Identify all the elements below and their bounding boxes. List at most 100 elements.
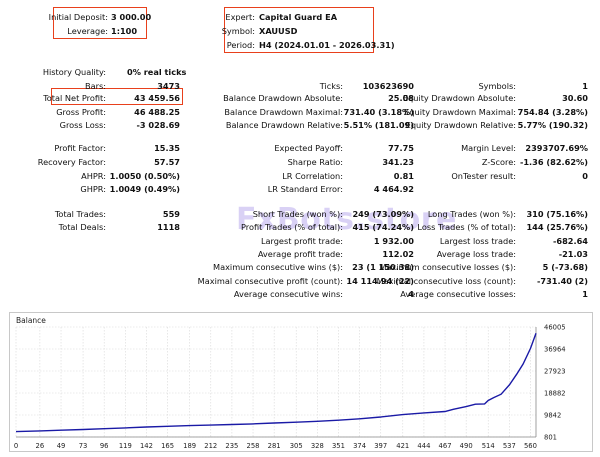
x-tick-label: 281 [268, 442, 281, 450]
recovery-factor-label: Recovery Factor: [37, 157, 106, 167]
y-tick-label: 801 [544, 434, 557, 442]
x-tick-label: 142 [140, 442, 153, 450]
y-tick-label: 27923 [544, 368, 566, 376]
balance-dd-abs-label: Balance Drawdown Absolute: [223, 93, 343, 103]
total-trades-value: 559 [162, 209, 180, 219]
ghpr-label: GHPR: [80, 184, 106, 194]
symbols-label: Symbols: [478, 81, 516, 91]
lr-std-label: LR Standard Error: [267, 184, 343, 194]
expert-value: Capital Guard EA [259, 12, 338, 22]
max-cons-wins-label: Maximum consecutive wins ($): [213, 262, 343, 272]
x-tick-label: 421 [396, 442, 409, 450]
maximal-cons-loss-value: -731.40 (2) [536, 276, 588, 286]
initial-deposit-label: Initial Deposit: [48, 12, 108, 22]
period-value: H4 (2024.01.01 - 2026.03.31) [259, 40, 395, 50]
equity-dd-rel-value: 5.77% (190.32) [517, 120, 588, 130]
expert-label: Expert: [225, 12, 255, 22]
lr-corr-label: LR Correlation: [282, 171, 343, 181]
gross-loss-value: -3 028.69 [136, 120, 180, 130]
largest-profit-value: 1 932.00 [373, 236, 414, 246]
avg-cons-losses-value: 1 [582, 289, 588, 299]
x-tick-label: 258 [247, 442, 260, 450]
maximal-cons-profit-value: 14 114.94 (22) [346, 276, 414, 286]
max-cons-losses-label: Maximum consecutive losses ($): [379, 262, 516, 272]
sharpe-value: 341.23 [382, 157, 414, 167]
margin-level-label: Margin Level: [461, 143, 516, 153]
balance-dd-rel-value: 5.51% (181.09) [343, 120, 414, 130]
short-trades-label: Short Trades (won %): [252, 209, 343, 219]
symbol-value: XAUUSD [259, 26, 298, 36]
avg-loss-value: -21.03 [558, 249, 588, 259]
balance-line [15, 332, 537, 433]
balance-dd-abs-value: 25.08 [388, 93, 414, 103]
ahpr-label: AHPR: [81, 171, 106, 181]
loss-trades-label: Loss Trades (% of total): [417, 222, 516, 232]
balance-dd-rel-label: Balance Drawdown Relative: [225, 120, 343, 130]
x-tick-label: 514 [482, 442, 495, 450]
expert-box [224, 7, 374, 53]
ticks-value: 103623690 [362, 81, 414, 91]
x-tick-label: 305 [290, 442, 303, 450]
sharpe-label: Sharpe Ratio: [287, 157, 343, 167]
long-trades-label: Long Trades (won %): [427, 209, 516, 219]
lr-corr-value: 0.81 [393, 171, 414, 181]
x-tick-label: 490 [460, 442, 473, 450]
avg-profit-label: Average profit trade: [257, 249, 343, 259]
history-quality-label: History Quality: [42, 67, 106, 77]
max-cons-wins-value: 23 (1 150.38) [352, 262, 414, 272]
period-label: Period: [226, 40, 255, 50]
x-tick-label: 397 [374, 442, 387, 450]
balance-dd-max-value: 731.40 (3.18%) [343, 107, 414, 117]
gross-profit-value: 46 488.25 [134, 107, 180, 117]
avg-profit-value: 112.02 [382, 249, 414, 259]
bars-value: 3473 [157, 81, 180, 91]
y-tick-label: 18882 [544, 390, 566, 398]
maximal-cons-profit-label: Maximal consecutive profit (count): [197, 276, 343, 286]
x-tick-label: 235 [225, 442, 238, 450]
balance-dd-max-label: Balance Drawdown Maximal: [224, 107, 343, 117]
gross-profit-label: Gross Profit: [56, 107, 106, 117]
symbols-value: 1 [582, 81, 588, 91]
ticks-label: Ticks: [319, 81, 343, 91]
x-tick-label: 0 [14, 442, 18, 450]
equity-dd-max-label: Equity Drawdown Maximal: [404, 107, 516, 117]
zscore-label: Z-Score: [481, 157, 516, 167]
ghpr-value: 1.0049 (0.49%) [109, 184, 180, 194]
gross-loss-label: Gross Loss: [59, 120, 106, 130]
recovery-factor-value: 57.57 [154, 157, 180, 167]
leverage-value: 1:100 [111, 26, 138, 36]
balance-chart: Balance 0 26 49 73 96 119 142 165 189 212 235 258 281… [9, 312, 593, 452]
avg-cons-wins-value: 4 [408, 289, 414, 299]
bars-label: Bars: [84, 81, 106, 91]
max-cons-losses-value: 5 (-73.68) [542, 262, 588, 272]
total-deals-value: 1118 [157, 222, 180, 232]
profit-trades-label: Profit Trades (% of total): [241, 222, 343, 232]
equity-dd-abs-value: 30.60 [562, 93, 588, 103]
equity-dd-abs-label: Equity Drawdown Absolute: [402, 93, 516, 103]
x-tick-label: 351 [332, 442, 345, 450]
maximal-cons-loss-label: Maximal consecutive loss (count): [376, 276, 516, 286]
avg-cons-wins-label: Average consecutive wins: [233, 289, 343, 299]
long-trades-value: 310 (75.16%) [526, 209, 588, 219]
net-profit-box [51, 88, 183, 105]
balance-chart-svg: Balance 0 26 49 73 96 119 142 165 189 212 235 258 281… [14, 316, 566, 450]
x-tick-label: 328 [311, 442, 324, 450]
x-tick-label: 212 [204, 442, 217, 450]
total-trades-label: Total Trades: [54, 209, 106, 219]
x-tick-label: 189 [183, 442, 196, 450]
history-quality-value: 0% real ticks [127, 67, 187, 77]
x-tick-label: 374 [353, 442, 366, 450]
x-tick-label: 49 [57, 442, 66, 450]
x-tick-label: 96 [100, 442, 109, 450]
equity-dd-rel-label: Equity Drawdown Relative: [405, 120, 516, 130]
y-tick-label: 46005 [544, 324, 566, 332]
x-tick-label: 165 [161, 442, 174, 450]
profit-factor-value: 15.35 [154, 143, 180, 153]
expected-payoff-value: 77.75 [388, 143, 414, 153]
total-net-profit-label: Total Net Profit: [43, 93, 106, 103]
zscore-value: -1.36 (82.62%) [519, 157, 588, 167]
margin-level-value: 2393707.69% [525, 143, 588, 153]
initial-deposit-value: 3 000.00 [111, 12, 152, 22]
ontester-label: OnTester result: [451, 171, 516, 181]
ahpr-value: 1.0050 (0.50%) [109, 171, 180, 181]
